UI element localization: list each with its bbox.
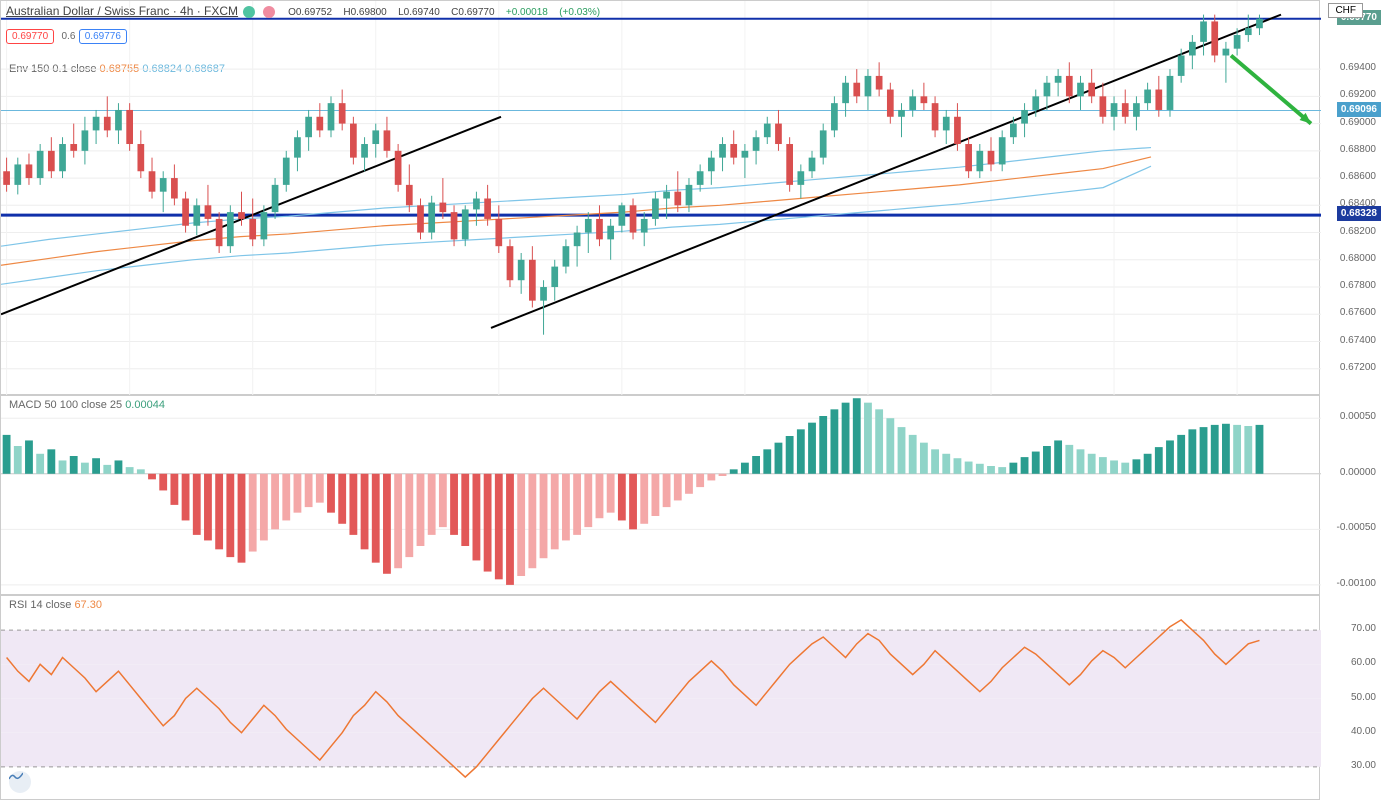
y-tick: 0.67400 <box>1340 335 1376 346</box>
y-tick: 0.67600 <box>1340 307 1376 318</box>
y-tick: -0.00100 <box>1337 578 1376 589</box>
currency-badge: CHF <box>1328 3 1363 18</box>
rsi-y-axis: 70.00 60.00 50.00 40.00 30.00 <box>1320 595 1381 800</box>
y-tick: 40.00 <box>1351 726 1376 737</box>
y-tick: 0.69000 <box>1340 117 1376 128</box>
y-tick: 0.00050 <box>1340 411 1376 422</box>
y-tick: -0.00050 <box>1337 522 1376 533</box>
price-panel[interactable]: Australian Dollar / Swiss Franc · 4h · F… <box>0 0 1320 395</box>
ohlc-h: H0.69800 <box>343 7 386 18</box>
ohlc-change: +0.00018 <box>506 7 548 18</box>
y-tick: 60.00 <box>1351 657 1376 668</box>
macd-chart-svg[interactable] <box>1 396 1321 596</box>
y-tick: 30.00 <box>1351 760 1376 771</box>
status-dot-green <box>243 6 255 18</box>
y-tick: 70.00 <box>1351 623 1376 634</box>
ohlc-change-pct: (+0.03%) <box>559 7 600 18</box>
y-tick: 0.67200 <box>1340 362 1376 373</box>
y-tick: 0.67800 <box>1340 280 1376 291</box>
price-y-axis: 0.694000.692000.690000.688000.686000.684… <box>1320 0 1381 395</box>
y-tick: 0.68600 <box>1340 171 1376 182</box>
chart-header: Australian Dollar / Swiss Franc · 4h · F… <box>6 4 600 44</box>
y-tick: 0.68800 <box>1340 144 1376 155</box>
price-chart-svg[interactable] <box>1 1 1321 396</box>
price-badge-1[interactable]: 0.69770 <box>6 29 54 44</box>
price-mid: 0.6 <box>62 31 76 42</box>
status-dot-pink <box>263 6 275 18</box>
y-tick: 0.00000 <box>1340 467 1376 478</box>
price-badge-2[interactable]: 0.69776 <box>79 29 127 44</box>
y-tick: 0.68200 <box>1340 226 1376 237</box>
y-tick: 50.00 <box>1351 692 1376 703</box>
y-tick: 0.69400 <box>1340 62 1376 73</box>
rsi-panel[interactable]: RSI 14 close 67.30 <box>0 595 1320 800</box>
ohlc-o: O0.69752 <box>288 7 332 18</box>
macd-panel[interactable]: MACD 50 100 close 25 0.00044 <box>0 395 1320 595</box>
y-tick: 0.68000 <box>1340 253 1376 264</box>
price-axis-label: 0.69096 <box>1337 102 1381 117</box>
price-axis-label: 0.68328 <box>1337 206 1381 221</box>
ohlc-l: L0.69740 <box>398 7 440 18</box>
ohlc-c: C0.69770 <box>451 7 494 18</box>
rsi-chart-svg[interactable] <box>1 596 1321 801</box>
y-tick: 0.69200 <box>1340 89 1376 100</box>
symbol-title[interactable]: Australian Dollar / Swiss Franc · 4h · F… <box>6 4 238 18</box>
macd-y-axis: 0.00050 0.00000 -0.00050 -0.00100 <box>1320 395 1381 595</box>
chart-container: CHF Australian Dollar / Swiss Franc · 4h… <box>0 0 1381 800</box>
logo-icon[interactable] <box>9 771 31 793</box>
